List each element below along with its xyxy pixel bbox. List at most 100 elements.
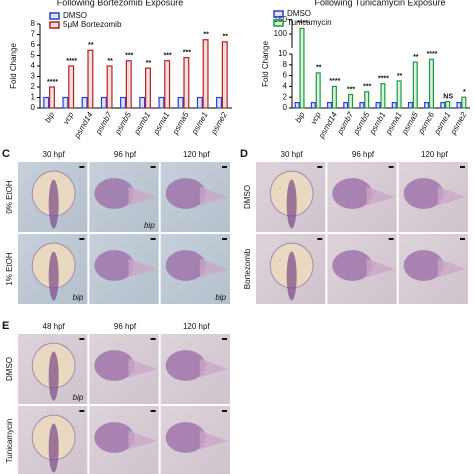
embryo-tail xyxy=(199,430,228,450)
legend-label: 5μM Bortezomib xyxy=(63,20,122,29)
x-tick-label: psmb1 xyxy=(132,111,152,137)
column-label: 120 hpf xyxy=(421,150,448,159)
column-label: 30 hpf xyxy=(43,150,66,159)
bar xyxy=(396,80,402,109)
column-label: 120 hpf xyxy=(183,322,210,331)
chart-title: Following Tunicamycin Exposure xyxy=(314,0,445,7)
bar xyxy=(100,96,107,109)
bar xyxy=(331,85,337,109)
significance-label: **** xyxy=(329,78,340,85)
embryo-body xyxy=(48,179,59,229)
x-tick-label: psma5 xyxy=(400,110,421,137)
bar xyxy=(48,86,55,109)
embryo-body xyxy=(48,251,59,301)
x-tick-label: psmb5 xyxy=(113,110,134,137)
column-label: 30 hpf xyxy=(281,150,304,159)
significance-label: ** xyxy=(316,65,322,72)
panel-letter: D xyxy=(240,148,248,160)
significance-label: *** xyxy=(164,53,172,60)
column-label: 96 hpf xyxy=(114,322,137,331)
x-tick-label: psme2 xyxy=(448,110,469,137)
x-tick-label: vcp xyxy=(309,110,323,126)
embryo-tail xyxy=(128,358,157,378)
significance-label: *** xyxy=(347,86,355,93)
image-caption: bip xyxy=(73,293,84,302)
embryo-tail xyxy=(128,430,157,450)
significance-label: ** xyxy=(397,73,403,80)
y-tick-label: 2 xyxy=(283,92,288,101)
embryo-head xyxy=(94,422,135,453)
y-tick-label: 0 xyxy=(31,103,36,112)
y-tick-label: 6 xyxy=(31,40,36,49)
bar xyxy=(125,60,132,109)
bar xyxy=(62,96,69,109)
bar xyxy=(68,65,75,109)
image-caption: bip xyxy=(215,293,226,302)
panel-letter: E xyxy=(2,320,9,332)
significance-label: *** xyxy=(363,84,371,91)
bar xyxy=(158,96,165,109)
bar xyxy=(456,101,462,109)
y-tick-label: 6 xyxy=(283,71,288,80)
significance-label: NS xyxy=(443,93,453,100)
legend-swatch xyxy=(49,21,60,29)
bar xyxy=(177,96,184,109)
bar xyxy=(106,65,113,109)
column-label: 120 hpf xyxy=(183,150,210,159)
column-label: 96 hpf xyxy=(114,150,137,159)
embryo-head xyxy=(94,250,135,281)
legend-swatch xyxy=(49,12,60,20)
bar xyxy=(183,56,190,109)
chart-title: Following Bortezomib Exposure xyxy=(57,0,184,7)
row-label: Tunicamycin xyxy=(5,419,14,464)
row-label: 0% EtOH xyxy=(5,180,14,214)
legend-label: DMSO xyxy=(63,11,87,20)
embryo-head xyxy=(403,178,444,209)
bar xyxy=(139,96,146,109)
embryo-head xyxy=(94,350,135,381)
bar xyxy=(343,101,349,109)
legend-label: Tunicamycin xyxy=(287,18,332,27)
x-tick-label: psma1 xyxy=(151,111,171,137)
embryo-tail xyxy=(128,186,157,206)
y-tick-label: 4 xyxy=(31,61,36,70)
bar xyxy=(348,93,354,109)
embryo-body xyxy=(48,423,59,473)
significance-label: ** xyxy=(223,34,229,41)
bar xyxy=(364,91,370,109)
x-tick-label: vcp xyxy=(61,110,75,126)
row-label: DMSO xyxy=(243,185,252,209)
significance-label: **** xyxy=(66,58,77,65)
significance-label: ** xyxy=(413,54,419,61)
bar xyxy=(359,101,365,109)
bar xyxy=(202,39,209,109)
bar xyxy=(164,60,171,109)
significance-label: ** xyxy=(146,60,152,67)
bar xyxy=(310,101,316,109)
x-tick-label: bip xyxy=(294,110,307,124)
bar xyxy=(412,61,418,109)
significance-label: * xyxy=(463,89,466,96)
significance-label: **** xyxy=(297,20,308,27)
embryo-body xyxy=(286,179,297,229)
row-label: DMSO xyxy=(5,357,14,381)
bar xyxy=(120,96,126,109)
y-tick-label: 7 xyxy=(31,30,36,39)
y-tick-label: 100 xyxy=(274,29,288,38)
legend-label: DMSO xyxy=(287,9,311,18)
significance-label: **** xyxy=(427,51,438,58)
embryo-body xyxy=(48,351,59,401)
significance-label: **** xyxy=(47,79,58,86)
image-caption: bip xyxy=(73,393,84,402)
embryo-head xyxy=(165,422,206,453)
y-axis-label: Fold Change xyxy=(261,41,270,87)
embryo-head xyxy=(332,178,373,209)
bar xyxy=(380,83,386,109)
bar xyxy=(407,101,413,109)
row-label: 1% EtOH xyxy=(5,252,14,286)
embryo-head xyxy=(165,250,206,281)
bar xyxy=(299,27,305,109)
y-tick-label: 8 xyxy=(283,60,288,69)
embryo-head xyxy=(332,250,373,281)
